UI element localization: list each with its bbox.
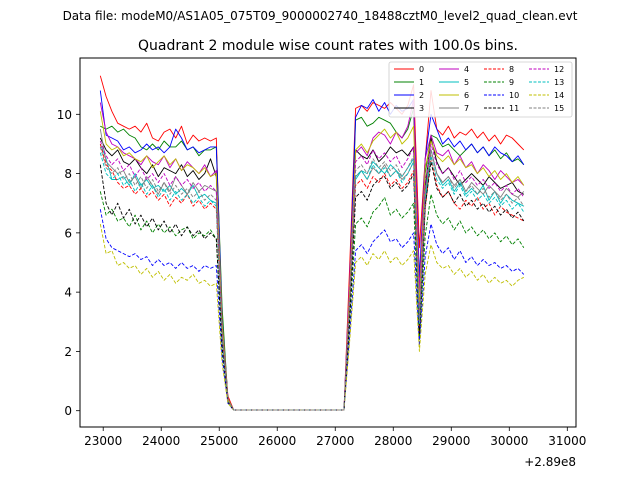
x-tick-label: 23000 — [84, 434, 122, 448]
x-tick-label: 26000 — [258, 434, 296, 448]
x-axis-ticks: 23000 24000 25000 26000 27000 28000 29000 30000… — [84, 427, 586, 448]
figure-suptitle: Data file: modeM0/AS1A05_075T09_90000027… — [63, 9, 578, 23]
plot-area — [79, 57, 577, 428]
y-tick-label: 8 — [64, 167, 72, 181]
axes-frame — [79, 57, 577, 428]
y-tick-label: 4 — [64, 286, 72, 300]
x-tick-label: 28000 — [374, 434, 412, 448]
series-group — [99, 75, 525, 411]
legend-label: 15 — [554, 104, 564, 113]
legend-label: 6 — [464, 91, 469, 100]
series-line-15 — [99, 146, 525, 411]
legend-label: 13 — [554, 78, 564, 87]
legend-label: 1 — [419, 78, 424, 87]
legend-label: 7 — [464, 104, 469, 113]
y-tick-label: 10 — [57, 108, 72, 122]
x-tick-label: 30000 — [490, 434, 528, 448]
x-tick-label: 27000 — [316, 434, 354, 448]
legend-label: 8 — [509, 65, 514, 74]
y-tick-label: 0 — [64, 404, 72, 418]
legend-label: 3 — [419, 104, 424, 113]
x-tick-label: 24000 — [142, 434, 180, 448]
x-axis-offset-label: +2.89e8 — [524, 455, 576, 469]
legend-label: 0 — [419, 65, 424, 74]
legend-box — [388, 61, 573, 118]
series-line-8 — [99, 143, 525, 411]
series-line-10 — [99, 209, 525, 411]
y-axis-ticks: 0 2 4 6 8 10 — [57, 108, 80, 418]
x-tick-label: 31000 — [548, 434, 586, 448]
y-tick-label: 6 — [64, 226, 72, 240]
legend-label: 14 — [554, 91, 564, 100]
legend-label: 4 — [464, 65, 469, 74]
y-tick-label: 2 — [64, 345, 72, 359]
legend-label: 11 — [509, 104, 519, 113]
x-tick-label: 29000 — [432, 434, 470, 448]
legend-label: 2 — [419, 91, 424, 100]
x-tick-label: 25000 — [200, 434, 238, 448]
legend-label: 10 — [509, 91, 519, 100]
chart-title: Quadrant 2 module wise count rates with … — [138, 38, 518, 54]
legend-label: 9 — [509, 78, 514, 87]
legend-label: 12 — [554, 65, 564, 74]
legend-label: 5 — [464, 78, 469, 87]
